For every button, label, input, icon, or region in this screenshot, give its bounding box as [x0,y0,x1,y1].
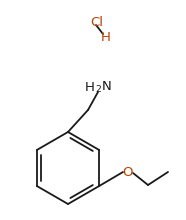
Text: O: O [123,165,133,178]
Text: $_2$N: $_2$N [95,79,112,95]
Text: H: H [85,81,95,94]
Text: Cl: Cl [90,15,103,29]
Text: H: H [101,31,111,44]
